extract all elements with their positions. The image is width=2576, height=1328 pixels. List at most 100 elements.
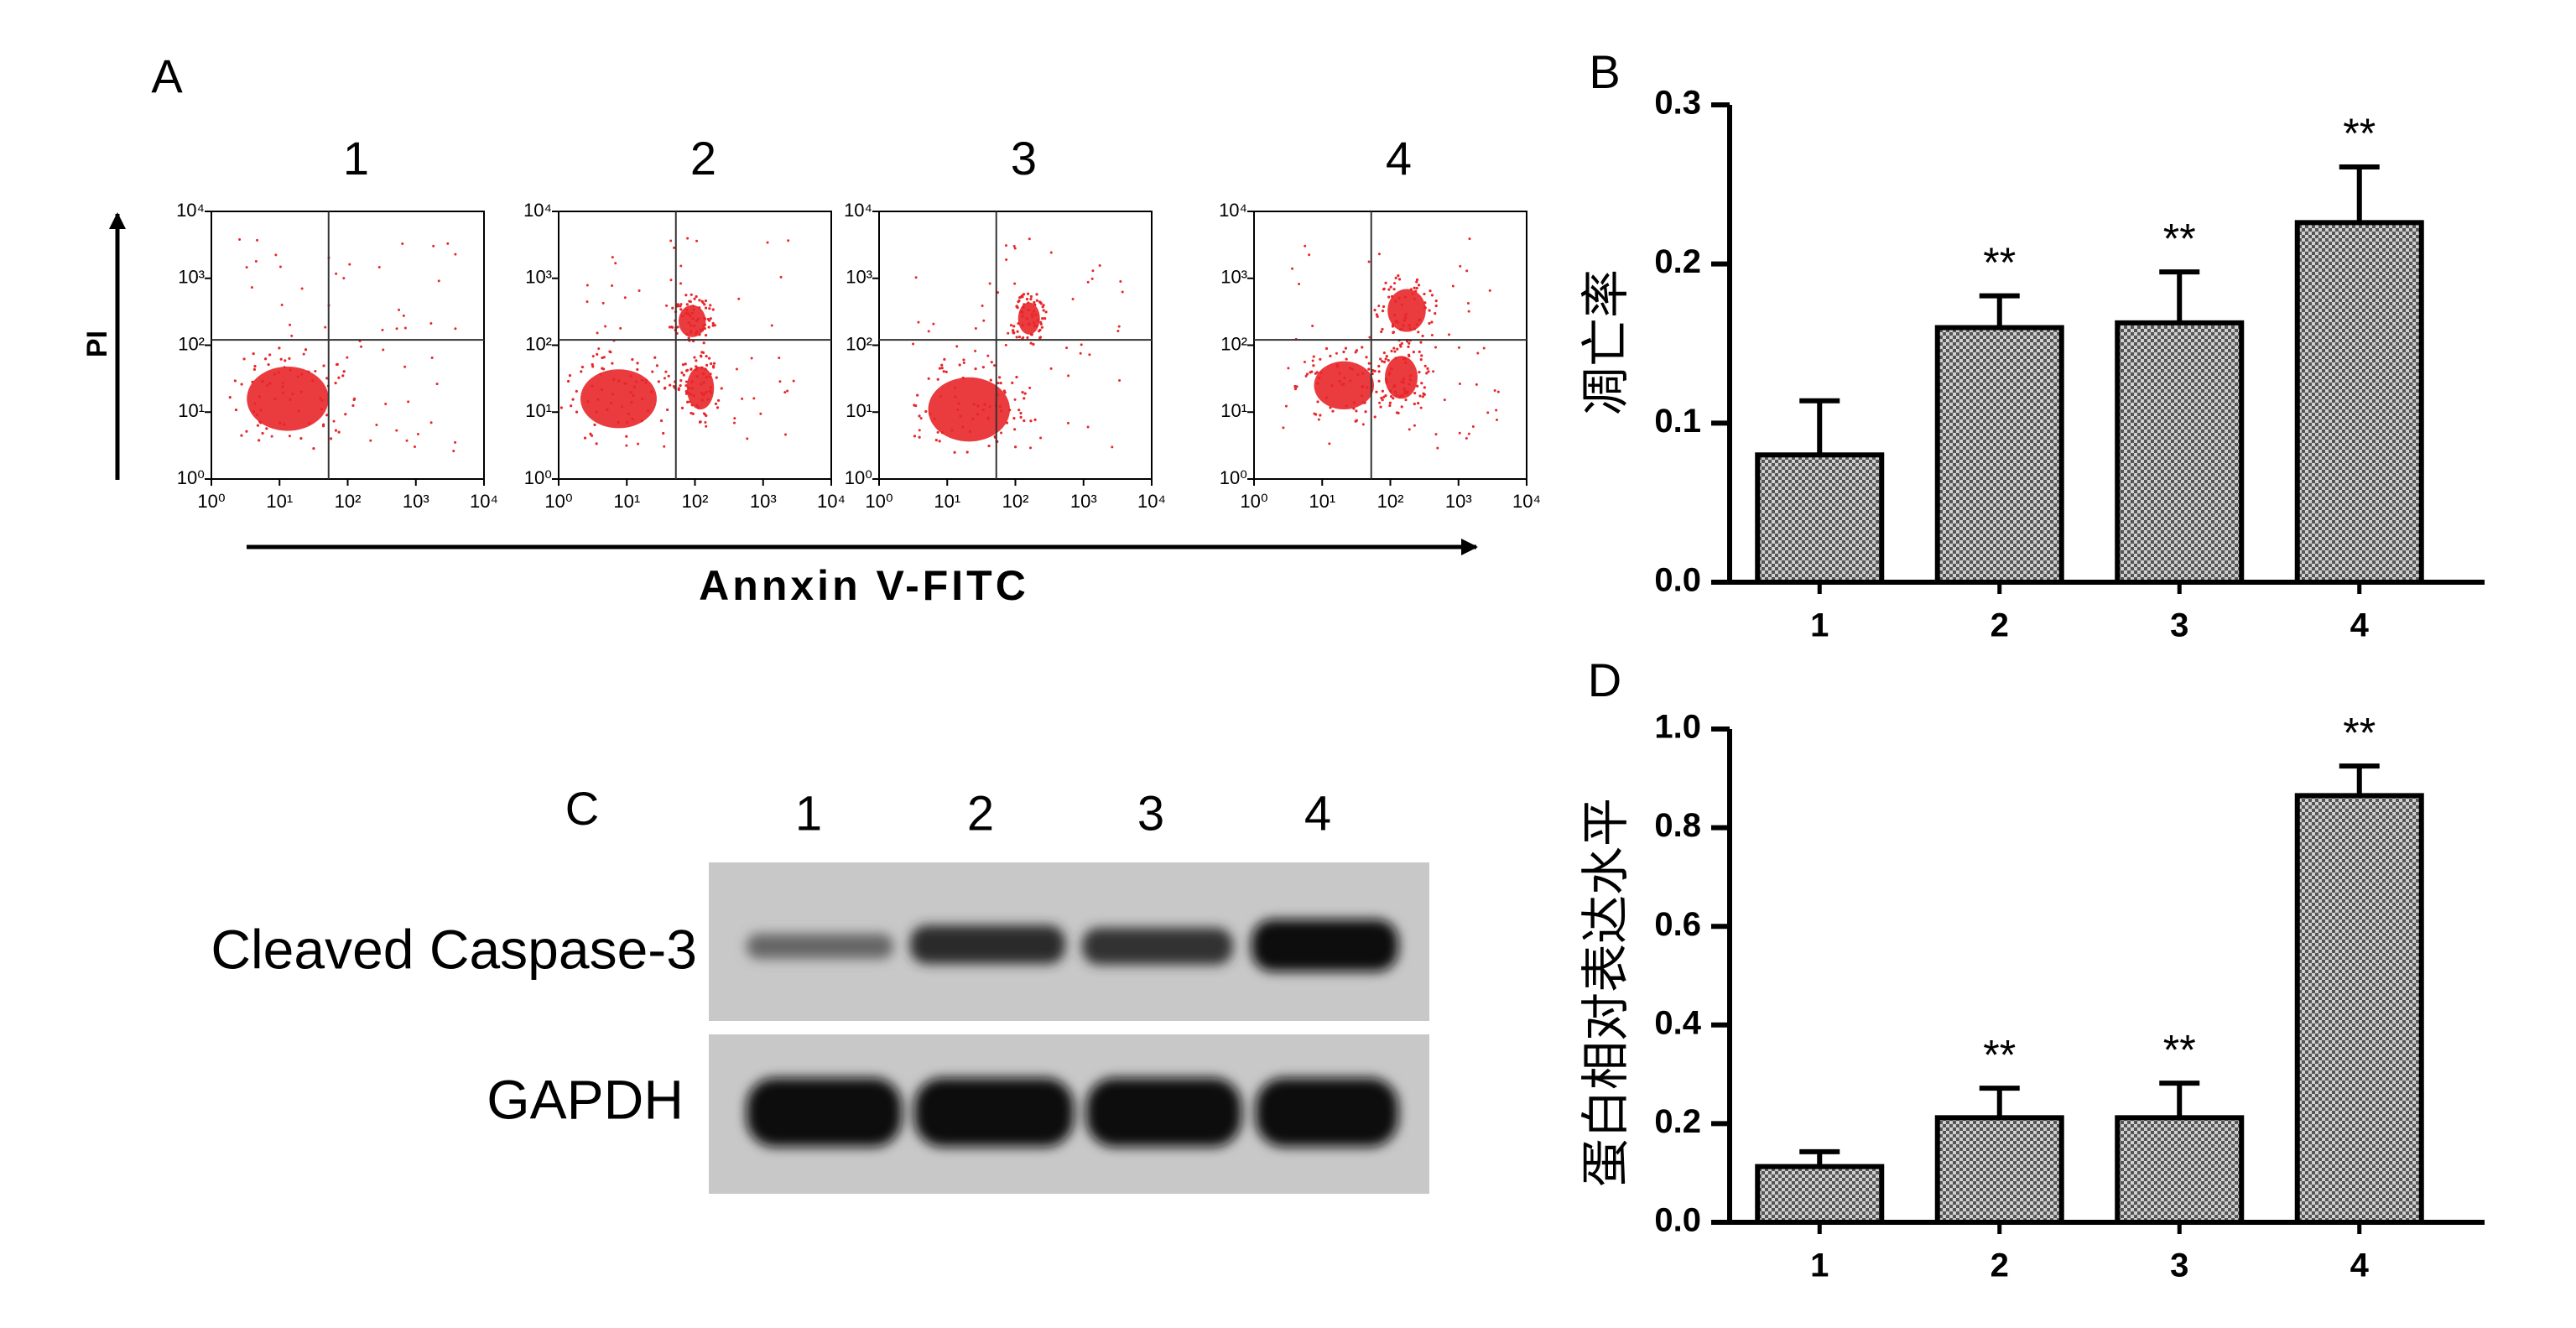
event-dot: [690, 404, 694, 407]
event-dot: [1421, 334, 1424, 338]
event-dot: [335, 272, 338, 275]
lane-label: 4: [1304, 786, 1331, 841]
event-dot: [997, 393, 1000, 397]
event-dot: [1356, 373, 1360, 377]
event-dot: [1407, 353, 1411, 357]
event-dot: [1119, 280, 1122, 284]
event-dot: [1338, 380, 1341, 383]
event-dot: [913, 435, 917, 438]
event-dot: [322, 423, 325, 426]
event-dot: [346, 356, 349, 359]
event-dot: [291, 393, 294, 396]
event-dot: [698, 420, 702, 424]
event-dot: [242, 357, 246, 361]
event-dot: [673, 246, 676, 249]
event-dot: [437, 279, 440, 283]
event-dot: [268, 382, 272, 385]
event-dot: [228, 396, 232, 399]
event-dot: [1011, 381, 1014, 384]
event-dot: [1388, 371, 1392, 374]
x-tick-label: 10⁴: [470, 491, 498, 512]
event-dot: [1355, 409, 1358, 413]
event-dot: [601, 301, 605, 305]
x-tick-label: 10⁴: [817, 491, 846, 512]
event-dot: [1355, 419, 1358, 422]
y-tick-label: 10²: [846, 333, 872, 354]
event-dot: [1398, 343, 1402, 346]
event-dot: [1042, 304, 1045, 307]
event-dot: [1393, 350, 1397, 353]
event-dot: [238, 237, 242, 241]
event-dot: [1023, 397, 1026, 400]
event-dot: [699, 328, 703, 331]
event-dot: [1390, 367, 1393, 371]
event-dot: [988, 405, 991, 409]
event-dot: [957, 402, 960, 405]
event-dot: [252, 410, 256, 414]
event-dot: [1364, 410, 1367, 414]
event-dot: [918, 414, 921, 418]
event-dot: [351, 404, 355, 408]
event-dot: [940, 431, 945, 435]
event-dot: [955, 345, 959, 348]
event-dot: [792, 379, 795, 383]
event-dot: [1419, 406, 1423, 409]
x-tick-label: 2: [1991, 1247, 2009, 1284]
plot-frame: [558, 211, 832, 480]
event-dot: [1305, 372, 1309, 376]
event-dot: [954, 386, 957, 389]
event-dot: [591, 365, 595, 368]
event-dot: [1313, 412, 1316, 415]
event-dot: [1377, 253, 1381, 256]
event-dot: [1043, 317, 1047, 320]
event-dot: [597, 347, 601, 351]
event-dot: [1486, 411, 1490, 414]
event-dot: [695, 330, 699, 333]
event-dot: [929, 412, 932, 415]
y-tick-label: 10⁴: [1219, 200, 1247, 221]
plot-frame: [878, 211, 1153, 480]
y-tick-label: 10⁰: [845, 467, 872, 488]
event-dot: [1366, 386, 1369, 389]
event-dot: [1019, 415, 1023, 419]
event-dot: [1335, 362, 1339, 367]
event-dot: [709, 317, 712, 320]
event-dot: [256, 424, 260, 427]
event-dot: [1408, 341, 1411, 345]
event-dot: [689, 393, 693, 396]
event-dot: [958, 363, 961, 367]
event-dot: [700, 299, 704, 303]
event-dot: [705, 424, 708, 428]
event-dot: [1023, 419, 1026, 423]
panel-label: B: [1589, 45, 1620, 98]
event-dot: [1394, 357, 1397, 360]
event-dot: [1377, 370, 1381, 373]
event-dot: [703, 326, 706, 331]
event-dot: [234, 409, 238, 412]
event-dot: [1390, 349, 1393, 353]
event-dot: [993, 364, 997, 367]
event-dot: [1015, 375, 1018, 379]
event-dot: [650, 390, 653, 393]
y-tick-label: 0.1: [1654, 403, 1701, 440]
event-dot: [611, 284, 614, 287]
event-dot: [1471, 425, 1475, 429]
event-dot: [667, 374, 670, 378]
event-dot: [352, 398, 356, 402]
event-dot: [927, 330, 930, 333]
event-dot: [570, 404, 573, 408]
event-dot: [707, 325, 710, 329]
event-dot: [568, 374, 572, 378]
event-dot: [314, 370, 317, 373]
bar: [2115, 320, 2245, 585]
event-dot: [1403, 295, 1408, 299]
event-dot: [1404, 313, 1408, 316]
event-dot: [308, 421, 311, 424]
significance-label: **: [2163, 1026, 2196, 1073]
event-dot: [1027, 301, 1030, 305]
event-dot: [704, 306, 708, 310]
event-dot: [737, 297, 741, 300]
event-dot: [1008, 409, 1012, 412]
event-dot: [703, 317, 707, 320]
event-dot: [664, 370, 668, 373]
